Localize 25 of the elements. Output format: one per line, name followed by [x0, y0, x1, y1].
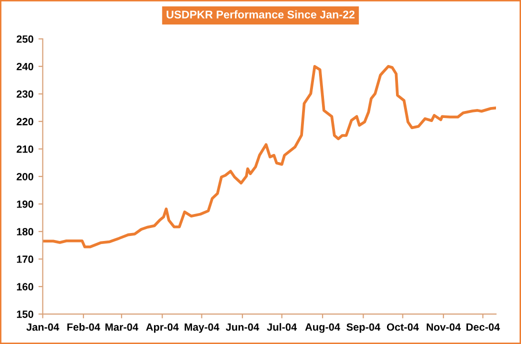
y-tick-label: 190: [16, 200, 34, 208]
y-tick-label: 170: [16, 256, 34, 263]
x-tick-label: Jun-04: [226, 323, 260, 331]
x-tick-label: May-04: [184, 323, 220, 333]
y-tick-label: 150: [16, 310, 34, 318]
y-tick-label: 220: [16, 118, 34, 126]
x-tick-label: Jan-04: [26, 323, 60, 331]
y-tick-label: 210: [16, 145, 34, 153]
x-tick-label: Nov-04: [426, 323, 461, 331]
x-tick-label: Apr-04: [146, 323, 179, 333]
y-tick-label: 180: [16, 228, 34, 236]
y-tick-label: 250: [16, 35, 34, 43]
x-tick-label: Aug-04: [305, 323, 340, 333]
y-tick-label: 230: [16, 90, 34, 98]
x-tick-label: Feb-04: [67, 323, 100, 331]
y-tick-label: 200: [16, 172, 34, 180]
line-series: [42, 65, 496, 248]
x-tick-label: Jul-04: [266, 323, 297, 331]
x-tick-label: Mar-04: [105, 323, 138, 331]
x-tick-label: Dec-04: [466, 323, 500, 331]
x-tick-label: Oct-04: [386, 323, 419, 331]
y-tick-label: 240: [16, 62, 34, 70]
y-tick-label: 160: [16, 283, 34, 290]
x-tick-label: Sep-04: [346, 323, 380, 333]
chart-title: USDPKR Performance Since Jan-22: [166, 10, 355, 18]
